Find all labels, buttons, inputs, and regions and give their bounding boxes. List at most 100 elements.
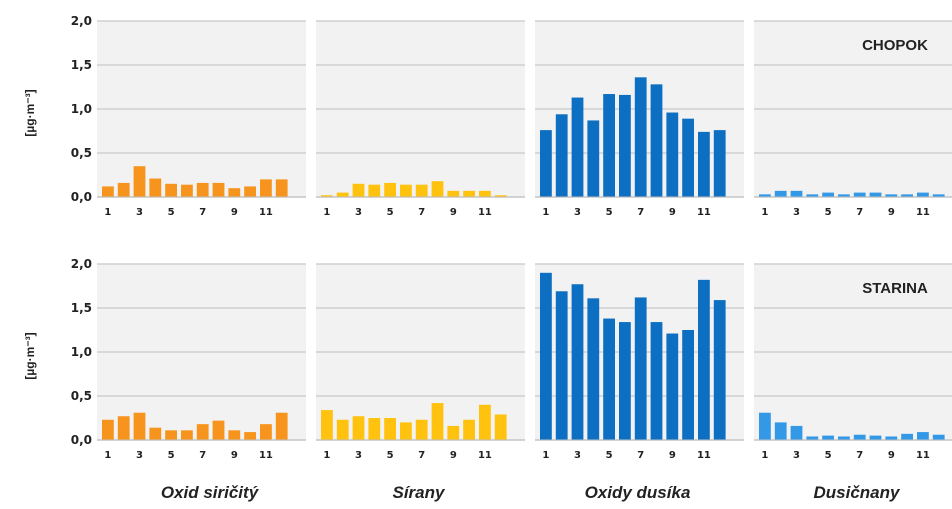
y-tick-label: 0,0: [71, 433, 92, 447]
bar: [494, 414, 507, 440]
bar: [853, 192, 866, 197]
bar: [368, 418, 381, 440]
x-tick-label: 5: [606, 207, 613, 218]
bar: [713, 300, 726, 440]
bar: [838, 436, 850, 440]
x-tick-label: 11: [916, 450, 930, 461]
bar: [352, 416, 365, 440]
bar: [400, 422, 412, 440]
bar: [479, 404, 491, 440]
x-tick-label: 3: [793, 450, 800, 461]
bar: [759, 194, 771, 197]
x-tick-label: 1: [761, 450, 768, 461]
x-tick-label: 5: [825, 207, 832, 218]
bar: [571, 97, 584, 197]
x-tick-label: 7: [856, 450, 863, 461]
x-tick-label: 7: [199, 207, 206, 218]
y-tick-label: 2,0: [71, 14, 92, 28]
bar: [463, 190, 475, 197]
bar: [806, 436, 819, 440]
bar: [447, 190, 460, 197]
x-tick-label: 1: [104, 450, 111, 461]
x-tick-label: 5: [606, 450, 613, 461]
x-tick-label: 3: [136, 450, 143, 461]
bar: [117, 182, 130, 197]
bar: [275, 412, 288, 440]
x-tick-label: 7: [637, 450, 644, 461]
x-tick-label: 1: [323, 207, 330, 218]
x-tick-label: 9: [450, 207, 457, 218]
bar: [901, 433, 913, 440]
x-tick-label: 5: [387, 450, 394, 461]
x-tick-label: 9: [231, 207, 238, 218]
bar: [555, 291, 568, 440]
x-tick-label: 3: [793, 207, 800, 218]
bar: [352, 183, 365, 197]
x-tick-label: 9: [888, 450, 895, 461]
bar: [165, 430, 177, 440]
bar: [212, 420, 225, 440]
bar: [822, 435, 834, 440]
bar: [932, 434, 945, 440]
bar: [384, 182, 396, 197]
station-label: CHOPOK: [862, 37, 928, 54]
y-axis-label: [µg·m⁻³]: [23, 332, 37, 379]
bar: [603, 318, 615, 440]
bar: [494, 195, 507, 197]
x-tick-label: 1: [542, 450, 549, 461]
bar: [463, 419, 475, 440]
y-tick-label: 1,5: [71, 58, 92, 72]
bar: [759, 412, 771, 440]
bar: [901, 194, 913, 197]
bar: [634, 297, 647, 440]
bar: [102, 419, 114, 440]
x-tick-label: 3: [355, 207, 362, 218]
y-tick-label: 0,5: [71, 389, 92, 403]
bar: [774, 190, 787, 197]
y-tick-label: 0,5: [71, 146, 92, 160]
bar: [917, 432, 929, 440]
bar: [415, 419, 428, 440]
bar: [682, 330, 694, 440]
bar: [260, 424, 272, 440]
x-tick-label: 7: [418, 450, 425, 461]
x-tick-label: 9: [888, 207, 895, 218]
pollutant-label-nitrates: Dusičnany: [813, 483, 900, 502]
x-tick-label: 7: [418, 207, 425, 218]
bar: [869, 192, 882, 197]
bar: [790, 425, 803, 440]
x-tick-label: 5: [168, 450, 175, 461]
bar: [368, 184, 381, 197]
bar: [415, 184, 428, 197]
x-tick-label: 9: [450, 450, 457, 461]
bar: [212, 182, 225, 197]
bar: [228, 430, 241, 440]
bar: [666, 112, 679, 197]
x-tick-label: 3: [355, 450, 362, 461]
bar: [321, 195, 333, 197]
bar: [885, 194, 898, 197]
y-tick-label: 1,0: [71, 345, 92, 359]
bar: [181, 430, 193, 440]
bar: [666, 333, 679, 440]
bar: [619, 94, 631, 197]
bar: [384, 418, 396, 440]
bar: [431, 403, 444, 440]
pollutant-label-so2: Oxid siričitý: [160, 483, 259, 502]
bar: [336, 192, 349, 197]
x-tick-label: 11: [697, 207, 711, 218]
bar: [650, 84, 663, 197]
x-tick-label: 11: [478, 450, 492, 461]
x-tick-label: 7: [637, 207, 644, 218]
bar: [932, 194, 945, 197]
x-tick-label: 3: [574, 207, 581, 218]
bar: [682, 118, 694, 197]
x-tick-label: 5: [387, 207, 394, 218]
bar: [479, 190, 491, 197]
bar: [540, 272, 552, 440]
bar: [555, 114, 568, 197]
station-label: STARINA: [862, 280, 928, 297]
bar: [244, 186, 256, 197]
bar: [774, 422, 787, 440]
